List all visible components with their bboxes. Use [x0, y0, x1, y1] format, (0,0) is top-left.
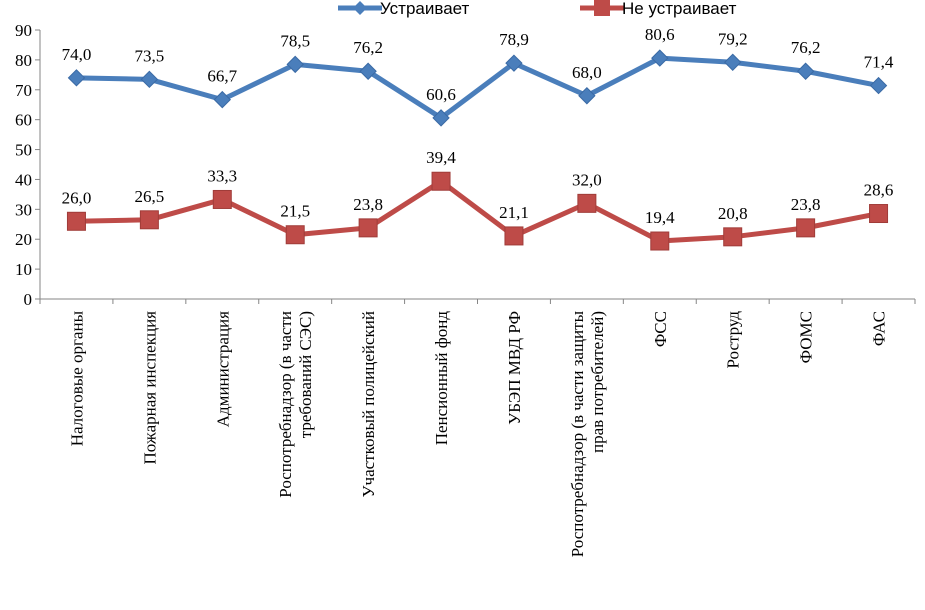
data-label: 78,9: [499, 30, 529, 49]
data-point: [724, 53, 742, 71]
x-tick-label-line: Роспотребнадзор (в части защиты: [568, 310, 587, 557]
y-tick-label: 30: [15, 200, 32, 219]
x-tick-label-line: прав потребителей): [588, 311, 607, 453]
data-point: [504, 226, 524, 246]
x-tick-label-line: ФАС: [870, 311, 889, 346]
data-label: 23,8: [353, 195, 383, 214]
data-label: 74,0: [62, 45, 92, 64]
x-tick-label-line: УБЭП МВД РФ: [505, 311, 524, 425]
data-point: [432, 109, 450, 127]
y-tick-label: 80: [15, 51, 32, 70]
legend-item: Не устраивает: [580, 0, 737, 18]
data-point: [286, 55, 304, 74]
data-point: [869, 76, 888, 95]
data-label: 28,6: [864, 181, 894, 200]
data-point: [67, 69, 86, 87]
x-tick-label-line: Участковый полицейский: [359, 311, 378, 498]
x-tick-label: ФОМС: [797, 311, 816, 363]
data-label: 26,5: [135, 187, 165, 206]
data-label: 20,8: [718, 204, 748, 223]
data-label: 71,4: [864, 53, 894, 72]
data-label: 26,0: [62, 188, 92, 207]
data-point: [651, 49, 669, 67]
x-tick-label: ФСС: [651, 311, 670, 347]
y-tick-label: 50: [15, 141, 32, 160]
x-tick-label-line: Пожарная инспекция: [140, 311, 159, 465]
x-tick-label: Администрация: [213, 311, 232, 427]
data-point: [139, 210, 159, 230]
x-tick-label-line: требований СЭС): [296, 311, 315, 438]
series-line: [76, 178, 880, 244]
data-point: [66, 211, 86, 231]
data-point: [359, 62, 377, 80]
data-point: [213, 90, 231, 109]
data-label: 39,4: [426, 148, 456, 167]
x-tick-label-line: Роструд: [724, 311, 743, 369]
data-point: [358, 218, 378, 238]
x-tick-label: УБЭП МВД РФ: [505, 311, 524, 425]
legend-marker: [594, 0, 610, 16]
x-tick-label: Пенсионный фонд: [432, 311, 451, 446]
data-point: [505, 54, 523, 72]
x-tick-label: Участковый полицейский: [359, 311, 378, 498]
data-label: 66,7: [207, 67, 237, 86]
series-layer: 74,0 73,5 66,7 78,5 76,2 60,6 78,9 68,0 80,6 79,2…: [62, 25, 894, 251]
x-tick-label: Роструд: [724, 311, 743, 369]
data-label: 76,2: [791, 38, 821, 57]
data-label: 73,5: [135, 46, 165, 65]
data-label: 21,1: [499, 203, 529, 222]
y-tick-label: 20: [15, 230, 32, 249]
y-axis: 0 10 20 30 40 50 60 70 80 90: [15, 21, 41, 309]
data-point: [212, 189, 232, 209]
series-not-satisfied: 26,0 26,5 33,3 21,5 23,8 39,4 21,1 32,0 19,4 20,8…: [62, 148, 894, 251]
x-tick-label-line: ФОМС: [797, 311, 816, 363]
series-satisfied: 74,0 73,5 66,7 78,5 76,2 60,6 78,9 68,0 80,6 79,2…: [62, 25, 894, 127]
y-tick-label: 90: [15, 21, 32, 40]
x-tick-label-line: Налоговые органы: [67, 310, 86, 446]
y-tick-label: 60: [15, 111, 32, 130]
x-tick-label: ФАС: [870, 311, 889, 346]
x-tick-label-line: Роспотребнадзор (в части: [276, 311, 295, 498]
data-label: 80,6: [645, 25, 675, 44]
x-axis: Налоговые органы Пожарная инспекция Админи…: [39, 298, 916, 557]
legend: Устраивает Не устраивает: [338, 0, 737, 18]
data-point: [869, 204, 889, 224]
legend-item: Устраивает: [338, 0, 470, 18]
y-tick-label: 10: [15, 260, 32, 279]
legend-marker: [353, 1, 367, 15]
data-label: 68,0: [572, 63, 602, 82]
y-tick-label: 70: [15, 81, 32, 100]
data-label: 79,2: [718, 29, 748, 48]
x-tick-label: Налоговые органы: [67, 310, 86, 446]
data-point: [140, 70, 159, 89]
data-label: 19,4: [645, 208, 675, 227]
data-label: 23,8: [791, 195, 821, 214]
series-line: [76, 55, 880, 121]
legend-label: Устраивает: [380, 0, 470, 18]
data-point: [431, 171, 451, 191]
data-label: 76,2: [353, 38, 383, 57]
y-tick-label: 0: [24, 290, 33, 309]
data-point: [796, 62, 815, 80]
x-tick-label-line: ФСС: [651, 311, 670, 347]
legend-label: Не устраивает: [622, 0, 737, 18]
data-point: [723, 227, 743, 247]
data-label: 60,6: [426, 85, 456, 104]
y-tick-label: 40: [15, 170, 32, 189]
x-tick-label-line: Администрация: [213, 311, 232, 427]
data-point: [578, 87, 596, 105]
data-point: [577, 193, 597, 213]
data-point: [650, 231, 670, 251]
x-tick-label: Роспотребнадзор (в части требований СЭС): [276, 311, 315, 498]
x-tick-label-line: Пенсионный фонд: [432, 311, 451, 446]
data-point: [796, 218, 816, 238]
data-point: [285, 225, 305, 245]
x-tick-label: Роспотребнадзор (в части защиты прав потр…: [568, 310, 607, 557]
data-label: 33,3: [207, 166, 237, 185]
data-label: 78,5: [280, 31, 310, 50]
x-tick-label: Пожарная инспекция: [140, 311, 159, 465]
data-label: 21,5: [280, 202, 310, 221]
data-label: 32,0: [572, 170, 602, 189]
